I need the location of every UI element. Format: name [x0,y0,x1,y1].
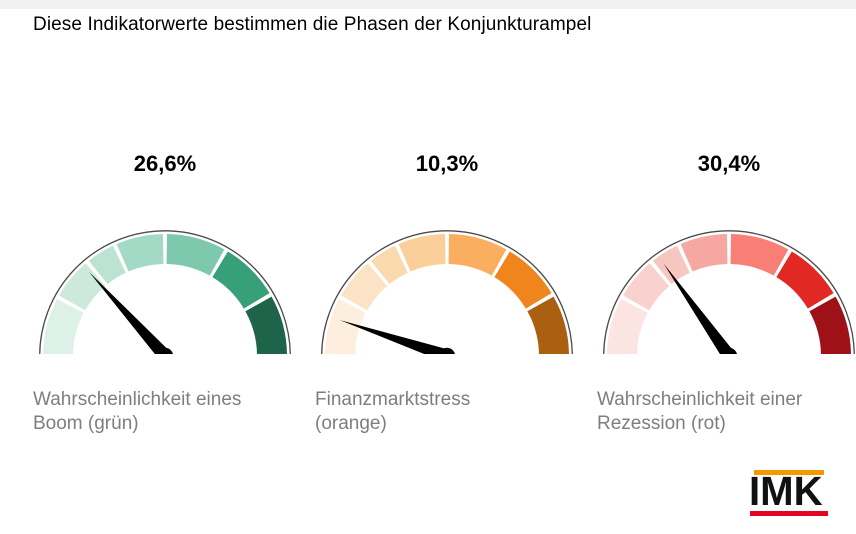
gauge-needle [89,272,174,354]
boom-caption: Wahrscheinlichkeit eines Boom (grün) [33,389,242,434]
boom-gauge-chart [39,230,291,354]
gauge-segment [245,296,287,354]
gauge-segment [776,251,834,309]
gauge-column-finanzmarktstress: 10,3% Finanzmarktstress (orange) [310,145,584,436]
finanzmarktstress-value-label: 10,3% [415,151,479,176]
gauge-column-rezession: 30,4% Wahrscheinlichkeit einer Rezession… [592,145,856,436]
gauge-segment [448,234,507,276]
rezession-gauge-chart [603,230,855,354]
gauge-segment [116,234,164,272]
chart-title: Diese Indikatorwerte bestimmen die Phase… [33,14,592,35]
gauge-needle [339,320,456,354]
gauge-segment [809,296,851,354]
gauge-segment [59,263,106,311]
imk-logo-text: IMK [749,468,823,514]
imk-logo: IMK [748,467,834,519]
gauge-segment [370,245,408,285]
rezession-caption: Wahrscheinlichkeit einer Rezession (rot) [597,389,803,434]
gauge-segment [88,245,126,285]
gauge-needle [663,263,738,354]
gauge-column-boom: 26,6% Wahrscheinlichkeit eines Boom (grü… [28,145,302,436]
gauge-segment [527,296,569,354]
boom-value-label: 26,6% [133,151,197,176]
finanzmarktstress-gauge-chart [321,230,573,354]
gauge-segment [623,263,670,311]
gauge-segment [607,299,648,354]
finanzmarktstress-caption: Finanzmarktstress (orange) [315,389,471,434]
imk-logo-bottom-bar [750,511,828,516]
gauge-segment [341,263,388,311]
gauge-segment [212,251,270,309]
gauge-segment [730,234,789,276]
gauge-segment [398,234,446,272]
gauge-segment [325,299,366,354]
gauge-segment [652,245,690,285]
gauge-segment [166,234,225,276]
gauge-segment [43,299,84,354]
gauge-segment [680,234,728,272]
gauge-segment [494,251,552,309]
rezession-value-label: 30,4% [697,151,761,176]
imk-logo-top-bar [754,470,824,475]
page-top-strip [0,0,856,9]
